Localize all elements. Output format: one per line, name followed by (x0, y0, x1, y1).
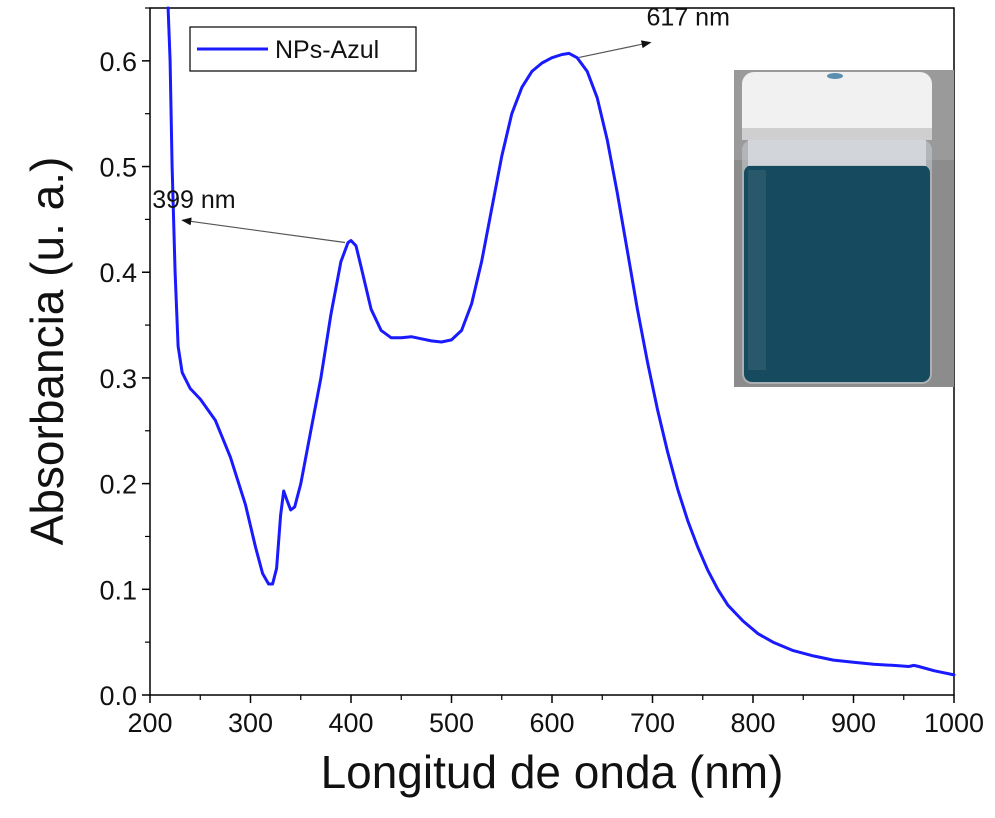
y-tick-label: 0.5 (99, 153, 137, 183)
series-line-nps-azul (166, 6, 956, 677)
vial-cap-mark (827, 73, 843, 79)
x-tick-label: 900 (831, 708, 876, 738)
y-tick-label: 0.0 (99, 681, 137, 711)
x-tick-label: 200 (127, 708, 172, 738)
annotation-arrow-617 (578, 40, 652, 59)
y-tick-label: 0.2 (99, 470, 137, 500)
legend-label-nps-azul: NPs-Azul (275, 36, 379, 64)
annotation-arrow-399 (181, 217, 346, 244)
vial-photo-inset (734, 70, 954, 387)
x-tick-label: 600 (529, 708, 574, 738)
x-tick-label: 700 (630, 708, 675, 738)
y-axis-title: Absorbancia (u. a.) (21, 157, 73, 546)
peak-annotations: 399 nm 617 nm (152, 3, 730, 244)
x-axis-title: Longitud de onda (nm) (321, 746, 784, 798)
x-tick-label: 300 (228, 708, 273, 738)
x-tick-label: 500 (429, 708, 474, 738)
x-tick-label: 400 (328, 708, 373, 738)
x-tick-label: 1000 (924, 708, 984, 738)
legend: NPs-Azul (189, 26, 417, 72)
vial-liquid-highlight (748, 170, 766, 370)
vial-cap-shadow (742, 128, 932, 140)
y-tick-label: 0.6 (99, 47, 137, 77)
x-tick-label: 800 (730, 708, 775, 738)
vial-neck (748, 138, 926, 166)
y-axis-ticks: 0.0 0.1 0.2 0.3 0.4 0.5 0.6 (99, 7, 150, 711)
annotation-label-399: 399 nm (152, 186, 235, 214)
x-axis-ticks: 200 300 400 500 600 700 800 900 1000 (127, 695, 984, 738)
vial-cap (742, 72, 932, 140)
y-tick-label: 0.1 (99, 575, 137, 605)
y-tick-label: 0.3 (99, 364, 137, 394)
annotation-label-617: 617 nm (647, 3, 730, 31)
vial-liquid (744, 165, 930, 382)
y-tick-label: 0.4 (99, 258, 137, 288)
